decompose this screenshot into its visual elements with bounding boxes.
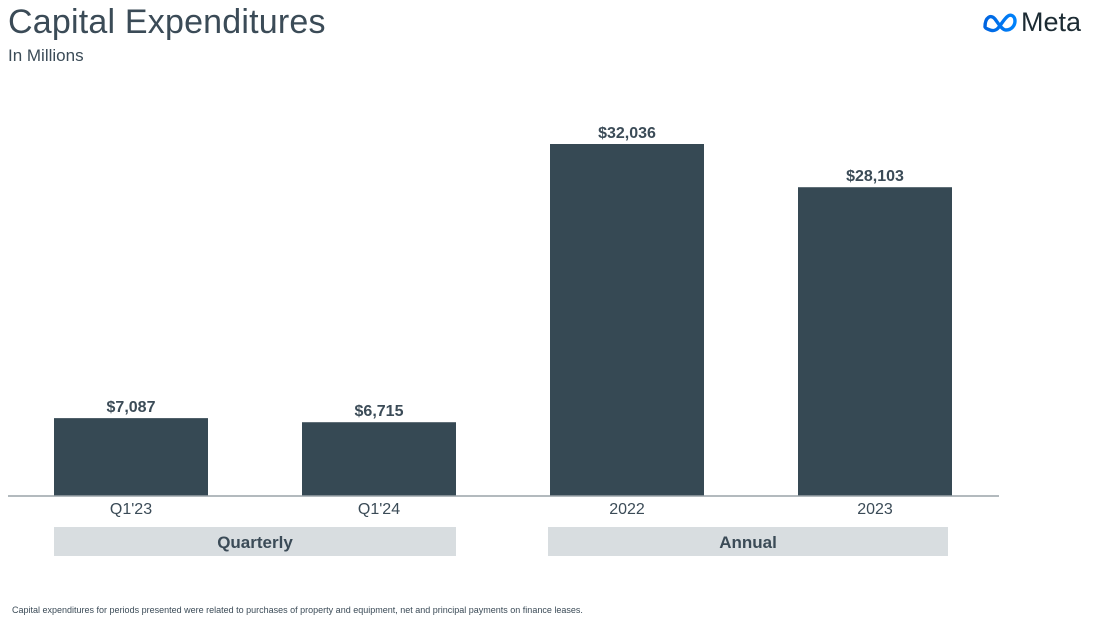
x-tick-label-q1-23: Q1'23 [110,501,152,518]
group-label-quarterly: Quarterly [217,533,293,552]
group-band-annual [548,527,948,556]
meta-infinity-icon [983,13,1017,33]
bar-chart: $7,087 Q1'23 $6,715 Q1'24 $32,036 2022 $28,103… [8,125,999,556]
group-band-quarterly [54,527,456,556]
footnote: Capital expenditures for periods present… [12,605,583,615]
data-label-2022: $32,036 [598,125,656,142]
chart-title: Capital Expenditures [8,3,326,41]
meta-logo: Meta [982,6,1081,38]
bar-2023 [798,187,952,496]
chart-subtitle: In Millions [8,46,84,65]
bar-2022 [550,144,704,496]
x-tick-label-q1-24: Q1'24 [358,501,400,518]
data-label-q1-23: $7,087 [107,399,156,416]
data-label-2023: $28,103 [846,168,904,185]
group-label-annual: Annual [719,533,777,552]
x-tick-label-2023: 2023 [857,501,893,518]
x-tick-label-2022: 2022 [609,501,645,518]
bar-q1-24 [302,422,456,496]
logo-wordmark: Meta [1021,7,1082,37]
bar-q1-23 [54,418,208,496]
data-label-q1-24: $6,715 [355,403,404,420]
